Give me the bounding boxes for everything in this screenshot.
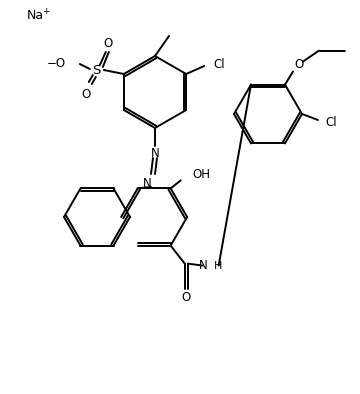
Text: N: N (199, 259, 208, 272)
Text: Cl: Cl (325, 115, 337, 128)
Text: Cl: Cl (213, 58, 225, 71)
Text: O: O (181, 291, 190, 304)
Text: O: O (81, 87, 90, 100)
Text: O: O (294, 58, 303, 71)
Text: Na: Na (27, 9, 44, 22)
Text: −O: −O (47, 56, 66, 69)
Text: H: H (213, 260, 222, 271)
Text: +: + (42, 6, 50, 15)
Text: OH: OH (193, 168, 211, 181)
Text: S: S (92, 63, 100, 76)
Text: O: O (103, 37, 112, 50)
Text: N: N (143, 177, 151, 190)
Text: N: N (150, 147, 159, 160)
